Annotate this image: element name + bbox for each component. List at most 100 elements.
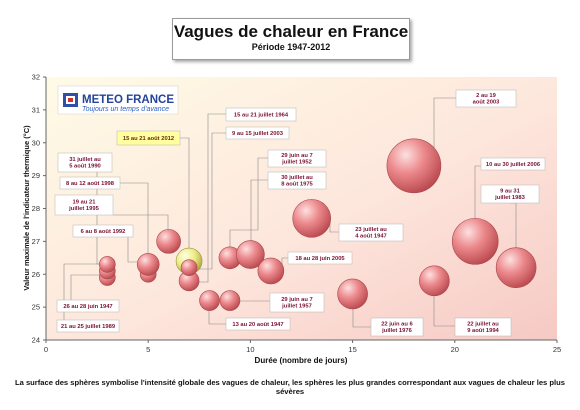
- bubble-label: 18 au 28 juin 2005: [287, 251, 353, 265]
- leader-line: [189, 132, 226, 270]
- bubble: [199, 290, 220, 311]
- bubble-label-text: 19 au 21 juillet 1995: [68, 199, 99, 212]
- bubble-label-box: [59, 176, 121, 190]
- bubble-label: 30 juillet au 8 août 1975: [267, 171, 327, 190]
- bubble-label: 6 au 8 août 1992: [72, 224, 134, 238]
- bubble: [156, 229, 181, 254]
- bubble-label-box: [338, 223, 404, 242]
- bubble-label-text: 29 juin au 7 juillet 1957: [281, 297, 313, 310]
- x-tick-label: 0: [44, 345, 48, 354]
- bubble-label-text: 15 au 21 août 2012: [123, 136, 174, 142]
- y-tick-label: 29: [32, 171, 40, 180]
- bubble-label-box: [455, 89, 517, 108]
- bubble-label-box: [57, 152, 113, 173]
- y-axis-title: Valeur maximale de l'indicateur thermiqu…: [22, 125, 31, 291]
- bubble-label-text: 26 au 28 juin 1947: [63, 304, 112, 310]
- bubble-label-box: [480, 184, 540, 204]
- leader-line: [433, 282, 455, 327]
- bubble-label-text: 18 au 28 juin 2005: [295, 256, 345, 262]
- bubble-label-text: 9 au 31 juillet 1983: [494, 188, 525, 201]
- bubbles: [99, 138, 537, 311]
- bubble-labels: 26 au 28 juin 1947 21 au 25 juillet 1989 3…: [54, 89, 546, 337]
- y-tick-label: 27: [32, 237, 40, 246]
- bubble: [99, 256, 116, 273]
- bubble-label-text: 30 juillet au 8 août 1975: [281, 175, 313, 188]
- y-tick-label: 24: [32, 336, 40, 345]
- bubble-label-box: [116, 130, 181, 146]
- chart-title: Vagues de chaleur en France: [173, 22, 409, 41]
- axis-titles: Durée (nombre de jours) Valeur maximale …: [22, 125, 348, 365]
- y-tick-label: 26: [32, 270, 40, 279]
- chart-title-box: Vagues de chaleur en France Période 1947…: [172, 18, 410, 60]
- x-tick-label: 15: [348, 345, 356, 354]
- bubble-label: 2 au 19 août 2003: [455, 89, 517, 108]
- x-axis-title: Durée (nombre de jours): [255, 356, 348, 365]
- bubble-label-text: 8 au 12 août 1998: [66, 181, 115, 187]
- bubble-label-box: [225, 126, 290, 140]
- bubble-label: 15 au 21 juillet 1964: [225, 107, 297, 122]
- bubble-label-text: 15 au 21 juillet 1964: [234, 112, 289, 118]
- bubble-label-box: [54, 194, 114, 216]
- bubble: [386, 138, 442, 194]
- bubble-label: 29 juin au 7 juillet 1957: [269, 292, 325, 313]
- bubble-label: 23 juillet au 4 août 1947: [338, 223, 404, 242]
- leader-line: [474, 165, 481, 237]
- bubble-label: 10 au 30 juillet 2006: [480, 157, 546, 171]
- bubble-label: 21 au 25 juillet 1989: [56, 319, 120, 333]
- bubble-label-text: 29 juin au 7 juillet 1952: [281, 153, 313, 166]
- bubble-label-box: [287, 251, 353, 265]
- leader-line: [120, 182, 149, 262]
- bubble-label: 22 juin au 6 juillet 1976: [370, 317, 424, 337]
- bubble-label: 15 au 21 août 2012: [116, 130, 181, 146]
- x-tick-label: 20: [451, 345, 459, 354]
- chart-subtitle: Période 1947-2012: [251, 42, 331, 52]
- bubble: [236, 240, 265, 269]
- bubble-label-text: 22 juillet au 9 août 1994: [467, 321, 499, 334]
- logo-name: METEO FRANCE: [82, 94, 174, 106]
- bubble-label-box: [225, 107, 297, 122]
- axes: 0 5 10 15 20 25 24 25 26 27 28 29 30 31 32: [32, 73, 562, 355]
- bubble-label-text: 9 au 15 juillet 2003: [232, 131, 284, 137]
- bubble-label: 19 au 21 juillet 1995: [54, 194, 114, 216]
- bubble-label-box: [370, 317, 424, 337]
- bubble: [292, 199, 332, 238]
- bubble: [419, 265, 450, 297]
- bubble-label-text: 10 au 30 juillet 2006: [486, 162, 541, 168]
- bubble-label-text: 31 juillet au 5 août 1990: [69, 157, 101, 170]
- leader-line: [229, 157, 268, 258]
- bubble-label-box: [269, 292, 325, 313]
- bubble-label-box: [225, 317, 291, 331]
- bubble: [219, 290, 241, 311]
- bubble: [257, 257, 285, 285]
- y-tick-label: 28: [32, 204, 40, 213]
- bubble: [451, 218, 499, 265]
- chart-caption: La surface des sphères symbolise l'inten…: [14, 378, 566, 396]
- bubble: [495, 247, 537, 288]
- leader-line: [433, 97, 456, 164]
- leader-line: [250, 179, 268, 253]
- bubble-label-box: [56, 299, 120, 313]
- bubble-label: 26 au 28 juin 1947: [56, 299, 120, 313]
- bubble-label: 9 au 31 juillet 1983: [480, 184, 540, 204]
- logo-tagline: Toujours un temps d'avance: [82, 106, 169, 113]
- bubble-label: 31 juillet au 5 août 1990: [57, 152, 113, 173]
- bubble: [337, 278, 368, 310]
- y-tick-label: 32: [32, 73, 40, 82]
- x-tick-label: 5: [146, 345, 150, 354]
- x-tick-label: 25: [553, 345, 561, 354]
- bubble-chart: 0 5 10 15 20 25 24 25 26 27 28 29 30 31 32 26 au 28 ju…: [22, 73, 562, 366]
- bubble-label-box: [454, 317, 512, 337]
- leader-line: [180, 137, 190, 258]
- bubble-label: 22 juillet au 9 août 1994: [454, 317, 512, 337]
- bubble-label-text: 23 juillet au 4 août 1947: [355, 227, 387, 240]
- bubble-label-text: 22 juin au 6 juillet 1976: [381, 321, 413, 334]
- y-tick-label: 25: [32, 303, 40, 312]
- bubble-label: 8 au 12 août 1998: [59, 176, 121, 190]
- bubble-label-box: [72, 224, 134, 238]
- logo-emblem-core: [68, 98, 73, 102]
- bubble: [136, 253, 160, 276]
- y-tick-label: 30: [32, 138, 40, 147]
- y-tick-label: 31: [32, 105, 40, 114]
- bubble-label-box: [267, 171, 327, 190]
- meteo-france-logo: METEO FRANCE Toujours un temps d'avance: [57, 85, 179, 115]
